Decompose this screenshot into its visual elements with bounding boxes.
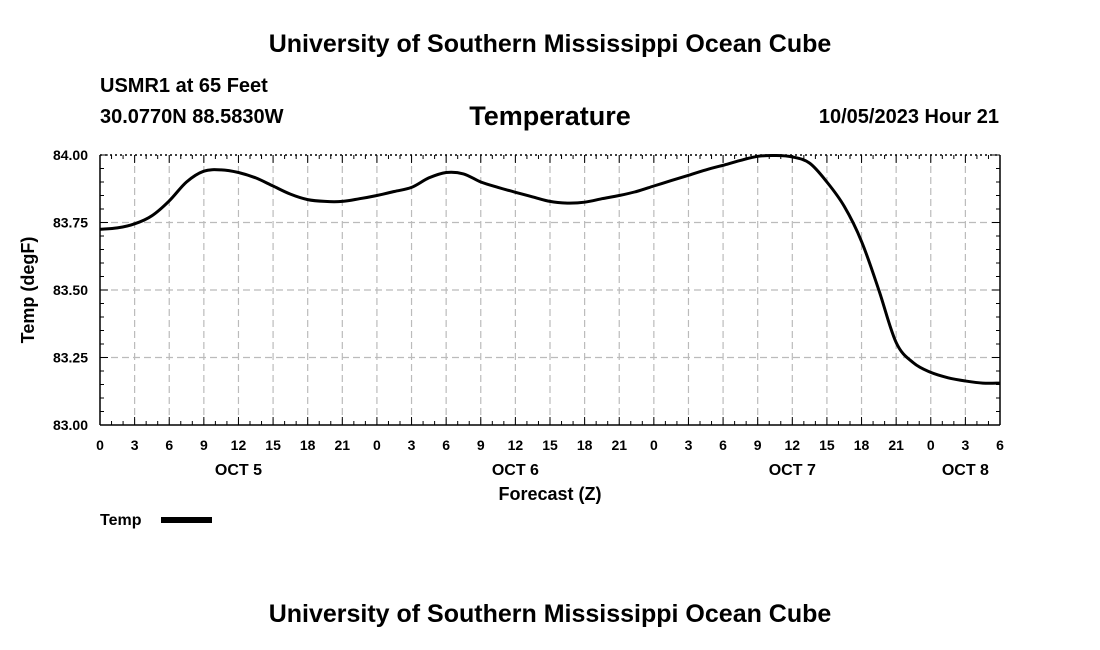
y-tick-label: 83.50 (53, 282, 88, 298)
x-tick-label: 9 (754, 437, 762, 453)
x-tick-label: 12 (508, 437, 524, 453)
y-tick-label: 83.75 (53, 215, 88, 231)
x-tick-label: 18 (300, 437, 316, 453)
y-tick-label: 83.00 (53, 417, 88, 433)
date-label: OCT 6 (492, 462, 539, 479)
footer-title: University of Southern Mississippi Ocean… (268, 600, 832, 628)
date-label: OCT 5 (215, 462, 262, 479)
x-tick-label: 12 (231, 437, 247, 453)
x-tick-label: 15 (265, 437, 281, 453)
x-tick-label: 9 (200, 437, 208, 453)
y-tick-label: 83.25 (53, 350, 88, 366)
x-tick-label: 3 (131, 437, 139, 453)
y-tick-label: 84.00 (53, 147, 88, 163)
x-tick-label: 6 (442, 437, 450, 453)
x-tick-label: 15 (542, 437, 558, 453)
x-tick-label: 15 (819, 437, 835, 453)
x-tick-label: 6 (165, 437, 173, 453)
x-tick-label: 6 (996, 437, 1004, 453)
page-title: University of Southern Mississippi Ocean… (268, 30, 832, 58)
x-axis-title: Forecast (Z) (498, 484, 601, 504)
x-tick-label: 0 (650, 437, 658, 453)
series-line-temp (99, 153, 1001, 385)
x-tick-label: 3 (408, 437, 416, 453)
x-tick-label: 9 (477, 437, 485, 453)
x-tick-label: 0 (927, 437, 935, 453)
x-tick-label: 6 (719, 437, 727, 453)
variable-title: Temperature (469, 101, 631, 131)
x-tick-label: 21 (335, 437, 351, 453)
x-tick-label: 18 (854, 437, 870, 453)
legend-label: Temp (100, 512, 142, 529)
x-tick-label: 3 (961, 437, 969, 453)
x-tick-label: 0 (96, 437, 104, 453)
station-label: USMR1 at 65 Feet (100, 75, 268, 97)
coordinates-label: 30.0770N 88.5830W (100, 106, 284, 128)
x-tick-label: 18 (577, 437, 593, 453)
x-tick-label: 21 (611, 437, 627, 453)
date-label: OCT 8 (942, 462, 989, 479)
x-tick-label: 12 (785, 437, 801, 453)
x-tick-label: 0 (373, 437, 381, 453)
date-label: OCT 7 (769, 462, 816, 479)
x-tick-label: 21 (888, 437, 904, 453)
datetime-label: 10/05/2023 Hour 21 (818, 106, 999, 128)
y-axis-title: Temp (degF) (18, 237, 38, 344)
x-tick-label: 3 (685, 437, 693, 453)
